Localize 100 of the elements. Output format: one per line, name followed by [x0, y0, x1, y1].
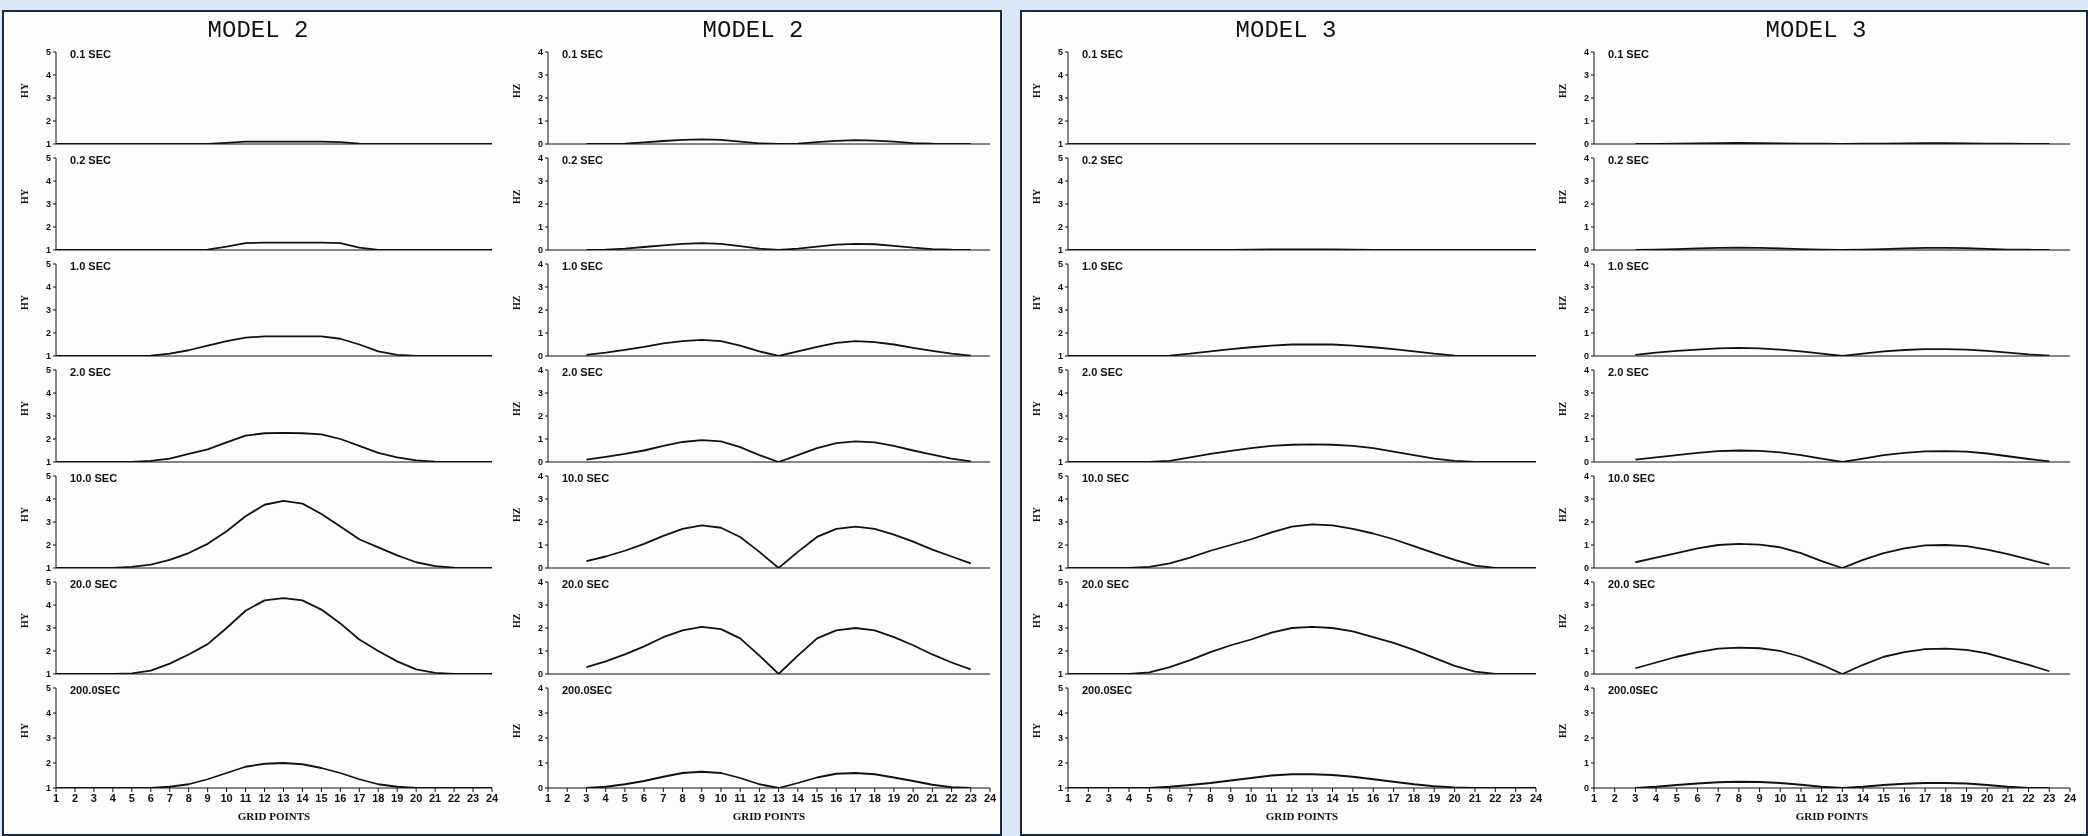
x-tick-label: 22	[945, 791, 958, 804]
y-tick-label: 5	[45, 153, 51, 164]
y-tick-label: 4	[1583, 683, 1589, 694]
chart-subtitle: 10.0 SEC	[1608, 472, 1656, 484]
y-tick-label: 4	[1583, 365, 1589, 376]
y-axis-title: HY	[18, 612, 30, 628]
x-tick-label: 19	[391, 791, 404, 804]
y-tick-label: 2	[45, 758, 51, 769]
chart-subtitle: 0.2 SEC	[70, 154, 111, 166]
x-tick-label: 15	[1346, 791, 1359, 804]
x-tick-label: 17	[1919, 791, 1932, 804]
x-tick-label: 13	[1836, 791, 1849, 804]
y-tick-label: 1	[1583, 222, 1589, 233]
x-tick-label: 18	[1407, 791, 1421, 804]
chart-subtitle: 0.1 SEC	[562, 48, 603, 60]
x-tick-label: 24	[485, 791, 499, 804]
y-tick-label: 2	[45, 540, 51, 551]
x-tick-label: 16	[1898, 791, 1911, 804]
x-tick-label: 20	[410, 791, 423, 804]
y-tick-label: 3	[1583, 388, 1589, 399]
y-tick-label: 3	[1057, 517, 1063, 528]
y-tick-label: 1	[1057, 245, 1063, 256]
y-tick-label: 2	[1057, 116, 1063, 127]
y-tick-label: 1	[45, 351, 51, 362]
y-tick-label: 3	[1057, 623, 1063, 634]
y-tick-label: 5	[45, 365, 51, 376]
x-tick-label: 12	[1285, 791, 1298, 804]
y-tick-label: 4	[537, 577, 543, 588]
y-axis-title: HY	[1030, 722, 1042, 738]
y-tick-label: 3	[45, 305, 51, 316]
x-tick-label: 11	[1795, 791, 1807, 804]
y-tick-label: 3	[45, 517, 51, 528]
y-tick-label: 4	[537, 259, 543, 270]
y-tick-label: 3	[45, 199, 51, 210]
y-tick-label: 4	[1583, 577, 1589, 588]
y-tick-label: 1	[45, 783, 51, 794]
y-axis-title: HY	[1030, 612, 1042, 628]
x-tick-label: 9	[1756, 791, 1763, 804]
y-tick-label: 1	[45, 669, 51, 680]
y-tick-label: 4	[45, 388, 51, 399]
x-tick-label: 4	[109, 791, 117, 804]
y-tick-label: 2	[1583, 199, 1589, 210]
x-axis-title: GRID POINTS	[237, 810, 311, 822]
chart-subtitle: 0.2 SEC	[1608, 154, 1649, 166]
y-tick-label: 2	[537, 93, 543, 104]
y-tick-label: 3	[537, 708, 543, 719]
chart-subtitle: 2.0 SEC	[562, 366, 603, 378]
y-axis-title: HZ	[1556, 507, 1568, 522]
x-tick-label: 14	[791, 791, 805, 804]
x-tick-label: 22	[2022, 791, 2035, 804]
y-tick-label: 5	[45, 683, 51, 694]
y-tick-label: 0	[537, 783, 543, 794]
y-axis-title: HZ	[1556, 723, 1568, 738]
x-tick-label: 2	[71, 791, 79, 804]
y-tick-label: 3	[1057, 411, 1063, 422]
x-tick-label: 24	[1529, 791, 1543, 804]
x-tick-label: 2	[1085, 791, 1092, 804]
y-tick-label: 1	[537, 646, 543, 657]
y-tick-label: 3	[1057, 93, 1063, 104]
chart-subtitle: 1.0 SEC	[1608, 260, 1649, 272]
y-axis-title: HY	[1030, 188, 1042, 204]
y-tick-label: 1	[537, 116, 543, 127]
y-tick-label: 3	[45, 411, 51, 422]
x-tick-label: 2	[1611, 791, 1618, 804]
x-tick-label: 9	[698, 791, 705, 804]
chart-subtitle: 0.2 SEC	[1082, 154, 1123, 166]
y-axis-title: HY	[1030, 294, 1042, 310]
y-tick-label: 3	[1057, 733, 1063, 744]
y-tick-label: 2	[1057, 758, 1063, 769]
y-tick-label: 1	[45, 139, 51, 150]
y-tick-label: 2	[1583, 411, 1589, 422]
y-tick-label: 2	[537, 411, 543, 422]
x-tick-label: 5	[621, 791, 628, 804]
y-tick-label: 2	[537, 199, 543, 210]
chart-subtitle: 20.0 SEC	[1608, 578, 1656, 590]
x-tick-label: 14	[1856, 791, 1871, 804]
x-tick-label: 10	[1774, 791, 1787, 804]
y-tick-label: 1	[1583, 758, 1589, 769]
x-tick-label: 3	[1632, 791, 1639, 804]
chart-subtitle: 2.0 SEC	[1608, 366, 1649, 378]
y-tick-label: 4	[537, 471, 543, 482]
x-tick-label: 19	[1960, 791, 1973, 804]
x-tick-label: 21	[1468, 791, 1482, 804]
y-tick-label: 4	[1057, 494, 1063, 505]
y-tick-label: 0	[1583, 783, 1589, 794]
y-axis-title: HZ	[510, 189, 522, 204]
x-tick-label: 18	[1939, 791, 1952, 804]
x-tick-label: 10	[1245, 791, 1258, 804]
y-tick-label: 1	[45, 563, 51, 574]
x-tick-label: 12	[1815, 791, 1828, 804]
x-tick-label: 6	[1694, 791, 1701, 804]
chart-subtitle: 20.0 SEC	[1082, 578, 1130, 590]
y-axis-title: HY	[1030, 400, 1042, 416]
y-axis-title: HY	[18, 294, 30, 310]
chart-subtitle: 0.2 SEC	[562, 154, 603, 166]
y-tick-label: 4	[45, 282, 51, 293]
x-tick-label: 17	[849, 791, 862, 804]
y-tick-label: 3	[45, 733, 51, 744]
y-tick-label: 2	[45, 222, 51, 233]
y-axis-title: HZ	[1556, 613, 1568, 628]
